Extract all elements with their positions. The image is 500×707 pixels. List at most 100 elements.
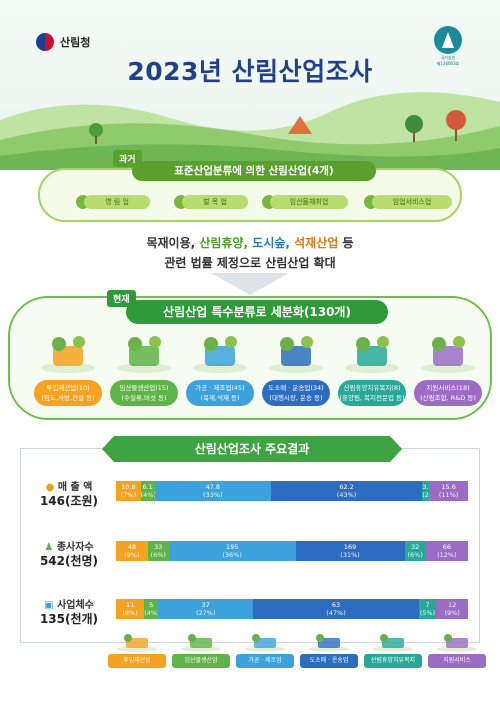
segment-value: 66 <box>442 543 451 551</box>
segment-percent: (31%) <box>340 551 360 559</box>
category-badge: 가공 · 제조업(45) (목재,석재 등) <box>186 380 254 406</box>
metric-value: 135(천개) <box>39 612 99 626</box>
stacked-bar: 48 (9%) 33 (6%) 195 (36%) 169 (31%) 32 (6%) 66 (12%… <box>116 541 468 561</box>
legend-item: 산림휴양치유복지 <box>364 654 422 668</box>
excavator-icon <box>39 332 97 374</box>
legend-item: 가공 · 제조업 <box>236 654 294 668</box>
segment-value: 195 <box>225 543 239 551</box>
legend-item: 도소매 · 운송업 <box>300 654 358 668</box>
category-name: 가공 · 제조업(45) <box>195 384 245 392</box>
past-item: 영 림 업 <box>84 195 150 209</box>
wood-craft-icon <box>191 332 249 374</box>
segment-value: 15.6 <box>441 483 456 491</box>
category-examples: (휴양림, 복지전문업 등) <box>339 394 405 402</box>
excavator-icon <box>114 632 160 652</box>
segment-percent: (6%) <box>150 551 166 559</box>
chestnut-icon <box>115 332 173 374</box>
org-name: 산림청 <box>60 36 91 49</box>
segment-percent: (4%) <box>144 609 159 617</box>
metric-label-text: 사업체수 <box>57 600 94 611</box>
transition-term: 등 <box>338 236 354 250</box>
legend-item: 투입재산업 <box>108 654 166 668</box>
segment-value: 63 <box>331 601 341 609</box>
segment-percent: (4%) <box>140 491 155 499</box>
category-name: 투입재산업(10) <box>46 384 90 392</box>
segment-value: 33 <box>154 543 163 551</box>
bar-segment: 33 (6%) <box>147 541 169 561</box>
bar-segment: 7 (5%) <box>418 599 437 619</box>
bar-segment: 10.8 (7%) <box>116 481 141 501</box>
transition-term: 목재이용, <box>146 236 200 250</box>
segment-value: 11 <box>125 601 135 609</box>
building-icon: ▣ <box>44 600 58 611</box>
bar-segment: 63 (47%) <box>253 599 419 619</box>
transition-term: 산림휴양, <box>199 236 253 250</box>
category-name: 임산물생산업(15) <box>119 384 169 392</box>
bar-segment: 62.2 (43%) <box>270 481 423 501</box>
category-name: 도소매 · 운송업(34) <box>268 384 324 392</box>
past-item: 임업서비스업 <box>372 195 452 209</box>
segment-percent: (2%) <box>422 491 429 499</box>
segment-value: 62.2 <box>339 483 354 491</box>
segment-percent: (11%) <box>438 491 459 499</box>
truck-icon <box>267 332 325 374</box>
segment-value: 6.1 <box>142 483 153 491</box>
segment-percent: (33%) <box>203 491 223 499</box>
segment-percent: (5%) <box>419 609 436 617</box>
transition-term: 도시숲, <box>252 236 295 250</box>
segment-value: 10.8 <box>121 483 136 491</box>
segment-value: 32 <box>411 543 420 551</box>
down-arrow-icon <box>211 273 289 295</box>
metric-label: ▣ 사업체수 <box>24 596 114 611</box>
bar-segment: 3.7(2%) <box>422 481 430 501</box>
people-icon: ♟ <box>44 542 57 553</box>
segment-value: 7 <box>425 601 430 609</box>
bar-segment: 6.1 (4%) <box>140 481 155 501</box>
segment-percent: (9%) <box>444 609 460 617</box>
segment-percent: (36%) <box>222 551 242 559</box>
bar-segment: 37 (27%) <box>158 599 254 619</box>
org-logo: 산림청 <box>36 33 90 51</box>
segment-percent: (6%) <box>407 551 423 559</box>
bar-segment: 32 (6%) <box>404 541 426 561</box>
metric-label: ● 매 출 액 <box>24 478 114 493</box>
stacked-bar: 10.8(7%)6.1(4%) 47.8(33%) 62.2(43%)3.7(2%)… <box>116 481 468 501</box>
transition-line2: 관련 법률 제정으로 산림산업 확대 <box>164 256 336 270</box>
coin-icon: ● <box>45 482 58 493</box>
category-badge: 투입재산업(10) (임도,사방,건설 등) <box>34 380 102 406</box>
statistics-emblem: 국가승인 제136003호 <box>424 26 472 66</box>
past-item: 임산물채취업 <box>270 195 348 209</box>
metric-label-text: 매 출 액 <box>57 482 93 493</box>
documents-icon <box>434 632 480 652</box>
category-examples: (목재,석재 등) <box>200 394 240 402</box>
past-item: 벌 목 업 <box>182 195 248 209</box>
metric-value: 146(조원) <box>39 494 99 508</box>
metric-label-text: 종사자수 <box>56 542 94 553</box>
category-badge: 산림휴양치유복지(8) (휴양림, 복지전문업 등) <box>338 380 406 406</box>
category-badge: 임산물생산업(15) (수실류,버섯 등) <box>110 380 178 406</box>
stacked-bar: 11 (8%) 5 (4%) 37 (27%) 63 (47%) 7 (5%) 12 (9%) <box>116 599 468 619</box>
metric-label: ♟ 종사자수 <box>24 538 114 553</box>
category-name: 지원서비스(18) <box>426 384 470 392</box>
legend-item: 지원서비스 <box>428 654 486 668</box>
segment-value: 3.7 <box>422 483 429 491</box>
category-examples: (대행시장, 운송 등) <box>269 394 323 402</box>
camping-icon <box>370 632 416 652</box>
chestnut-icon <box>178 632 224 652</box>
emblem-line1: 국가승인 <box>440 55 456 60</box>
segment-percent: (12%) <box>437 551 457 559</box>
past-heading: 표준산업분류에 의한 산림산업(4개) <box>132 161 376 181</box>
bar-segment: 15.6 (11%) <box>429 481 468 501</box>
segment-value: 47.8 <box>205 483 221 491</box>
segment-value: 48 <box>127 543 136 551</box>
bar-segment: 169 (31%) <box>295 541 405 561</box>
metric-value: 542(천명) <box>39 554 99 568</box>
segment-value: 169 <box>343 543 357 551</box>
segment-percent: (27%) <box>195 609 216 617</box>
bar-segment: 66 (12%) <box>425 541 468 561</box>
category-examples: (수실류,버섯 등) <box>121 394 167 402</box>
category-name: 산림휴양치유복지(8) <box>343 384 401 392</box>
category-examples: (임도,사방,건설 등) <box>41 394 95 402</box>
segment-value: 5 <box>149 601 154 609</box>
